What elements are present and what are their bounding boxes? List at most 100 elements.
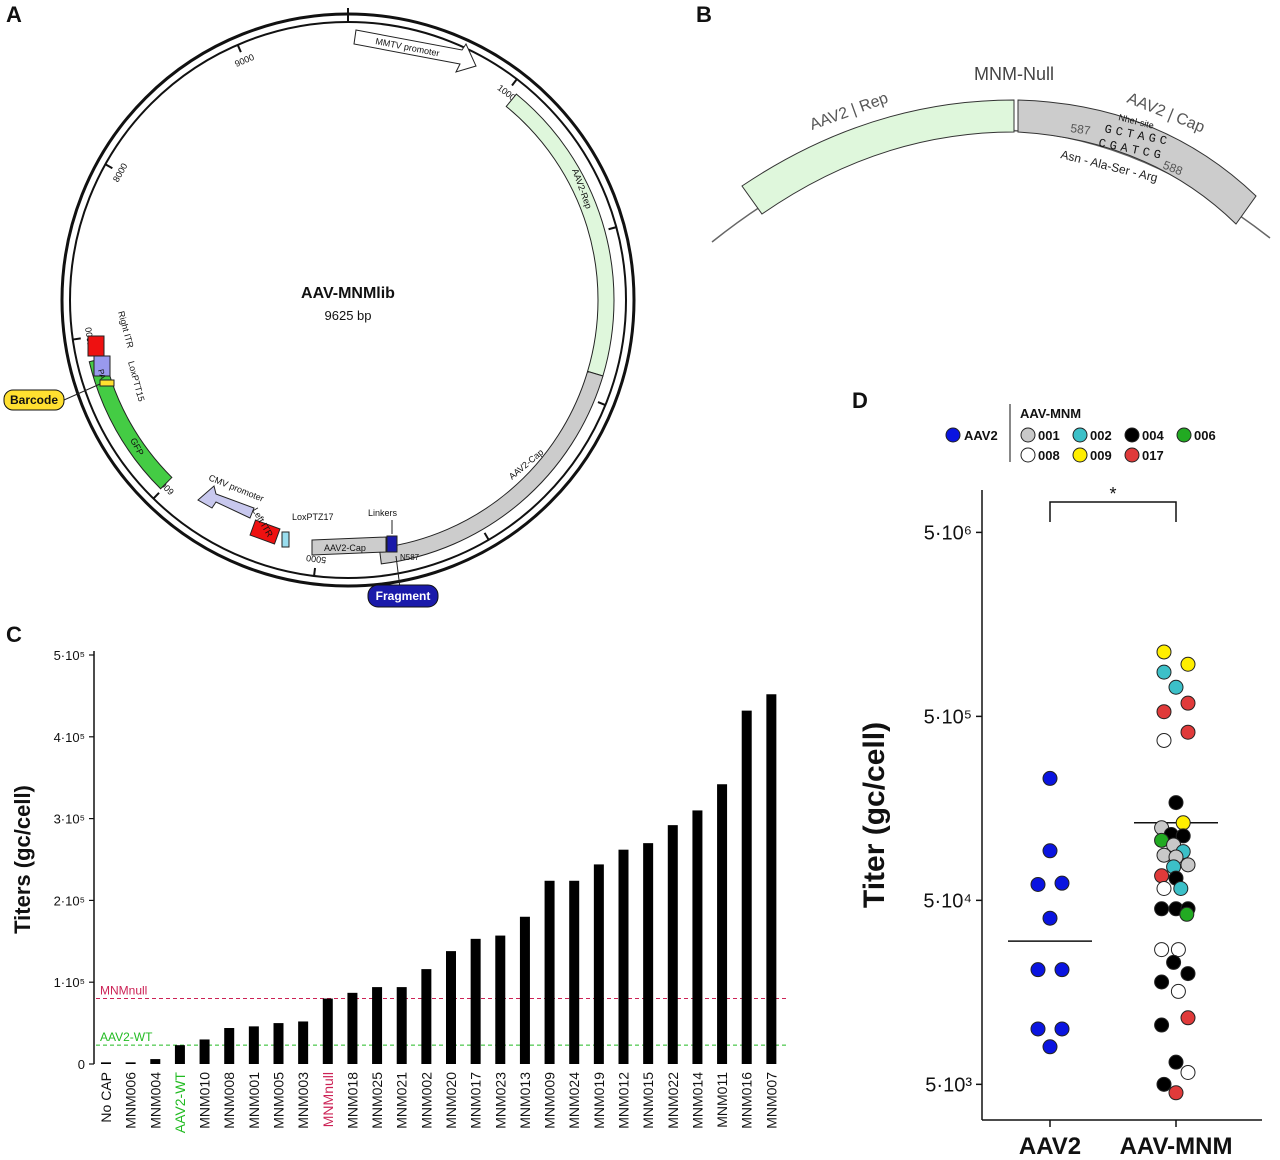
ring-tick [236,44,242,53]
plasmid-size: 9625 bp [325,308,372,323]
x-tick-label: MNM016 [739,1072,755,1129]
bar [766,694,777,1064]
x-tick-label: MNM021 [394,1072,410,1129]
x-tick-label: AAV2 [1019,1133,1081,1160]
top-base: C [1114,124,1124,139]
bottom-base: T [1130,143,1140,158]
mmtv-promoter-arrow [353,29,477,73]
pa-label: PA [96,368,107,381]
data-point [1042,1039,1058,1055]
data-point [1180,656,1196,672]
bar [593,864,604,1064]
bar [519,916,530,1064]
legend: AAV2 AAV-MNM 001 002 004 006 008 009 017 [945,404,1216,463]
bar [470,938,481,1064]
data-point [1030,962,1046,978]
data-point [1168,1085,1184,1101]
reference-line-label: MNMnull [100,984,147,998]
legend-marker [1176,427,1192,443]
data-point [1154,942,1170,958]
data-point [1170,983,1186,999]
rep-segment [741,99,1015,215]
x-tick-label: MNM020 [443,1072,459,1129]
x-tick-label: MNM006 [123,1072,139,1129]
x-tick-label: MNM017 [468,1072,484,1129]
data-point [1180,1064,1196,1080]
ring-tick [511,78,518,87]
insert-diagram: MNM-Null AAV2 | Rep AAV2 | Cap NheI-site… [711,64,1271,243]
legend-label: 004 [1142,428,1164,443]
x-tick-label: MNM022 [665,1072,681,1129]
data-point [1168,679,1184,695]
bar [692,810,703,1064]
legend-marker [945,427,961,443]
x-tick-label: MNM002 [418,1072,434,1129]
data-point [1054,1021,1070,1037]
x-tick-label: MNM009 [542,1072,558,1129]
bar [396,987,407,1064]
bar [544,880,555,1064]
left-itr-block [249,519,281,545]
x-tick-label: MNM004 [147,1072,163,1129]
y-tick-label: 0 [78,1057,85,1072]
bottom-base: G [1152,147,1162,162]
x-tick-label: MNMnull [320,1072,336,1127]
bar [372,987,383,1064]
legend-marker [1020,447,1036,463]
plasmid-features [88,93,615,565]
legend-marker [1072,427,1088,443]
linker-block [386,535,398,553]
data-point [1156,644,1172,660]
data-point [1054,962,1070,978]
barcode-tag-label: Barcode [10,393,58,407]
bottom-base: A [1119,141,1130,156]
data-point [1042,843,1058,859]
data-point [1156,704,1172,720]
position-587: 587 [1070,121,1092,138]
bar [199,1039,210,1064]
y-axis-title: Titer (gc/cell) [858,722,891,908]
data-point [1030,1021,1046,1037]
data-point [1175,815,1191,831]
legend-marker [1020,427,1036,443]
bar [741,710,752,1064]
data-point [1054,875,1070,891]
top-base: A [1136,129,1147,144]
loxptz17-label: LoxPTZ17 [292,512,334,522]
panel-b-letter: B [696,2,712,27]
bar [174,1045,185,1064]
x-tick-label: MNM019 [591,1072,607,1129]
mnm-null-title: MNM-Null [974,64,1054,84]
legend-label: AAV2 [964,428,998,443]
x-tick-label: MNM001 [246,1072,262,1129]
loxptt15-label: LoxPTT15 [126,360,146,403]
x-tick-label: MNM010 [197,1072,213,1129]
data-point [1170,942,1186,958]
data-point [1156,1076,1172,1092]
data-point [1180,724,1196,740]
right-itr-block [87,335,105,357]
data-point [1166,954,1182,970]
x-tick-label: MNM023 [492,1072,508,1129]
data-point [1156,881,1172,897]
bar [224,1028,235,1064]
legend-label: 006 [1194,428,1216,443]
data-point [1042,910,1058,926]
cap-arc [378,370,604,565]
ring-tick [483,532,490,541]
bar [569,880,580,1064]
ring-tick [104,163,113,170]
significance-bracket [1049,501,1177,522]
bottom-base: G [1108,138,1118,153]
data-point [1154,1017,1170,1033]
bar [101,1062,111,1064]
data-point [1168,1054,1184,1070]
y-tick-label: 5·10⁵ [54,648,85,663]
ring-tick-label: 8000 [111,161,130,183]
barcode-tag [3,389,65,411]
y-tick-label: 2·10⁵ [54,893,85,908]
cap-inner-label: AAV2-Cap [324,543,366,553]
bottom-base: C [1097,136,1107,151]
